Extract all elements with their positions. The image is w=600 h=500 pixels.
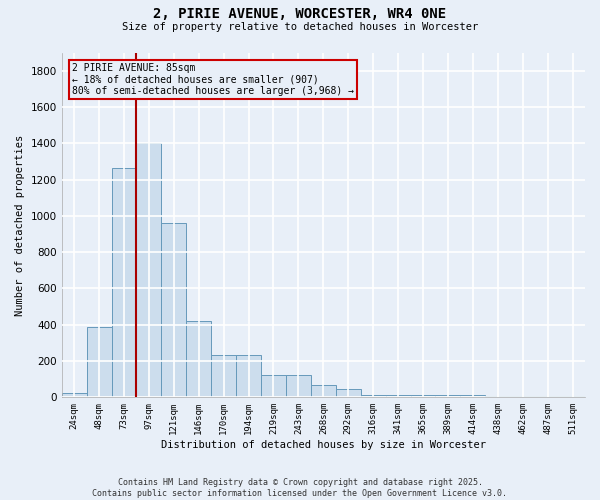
Bar [236, 354, 261, 398]
Text: Contains HM Land Registry data © Crown copyright and database right 2025.
Contai: Contains HM Land Registry data © Crown c… [92, 478, 508, 498]
Text: Size of property relative to detached houses in Worcester: Size of property relative to detached ho… [122, 22, 478, 32]
Bar [136, 143, 161, 398]
Bar [410, 395, 436, 398]
Bar [510, 396, 535, 398]
Bar [535, 396, 560, 398]
Bar [261, 374, 286, 398]
X-axis label: Distribution of detached houses by size in Worcester: Distribution of detached houses by size … [161, 440, 486, 450]
Text: 2 PIRIE AVENUE: 85sqm
← 18% of detached houses are smaller (907)
80% of semi-det: 2 PIRIE AVENUE: 85sqm ← 18% of detached … [72, 63, 354, 96]
Bar [112, 168, 136, 398]
Bar [211, 354, 236, 398]
Bar [311, 384, 336, 398]
Y-axis label: Number of detached properties: Number of detached properties [15, 134, 25, 316]
Bar [336, 389, 361, 398]
Bar [62, 393, 86, 398]
Bar [436, 395, 460, 398]
Text: 2, PIRIE AVENUE, WORCESTER, WR4 0NE: 2, PIRIE AVENUE, WORCESTER, WR4 0NE [154, 8, 446, 22]
Bar [386, 394, 410, 398]
Bar [460, 395, 485, 398]
Bar [485, 396, 510, 398]
Bar [186, 321, 211, 398]
Bar [161, 223, 186, 398]
Bar [86, 326, 112, 398]
Bar [286, 374, 311, 398]
Bar [361, 394, 386, 398]
Bar [560, 396, 585, 398]
